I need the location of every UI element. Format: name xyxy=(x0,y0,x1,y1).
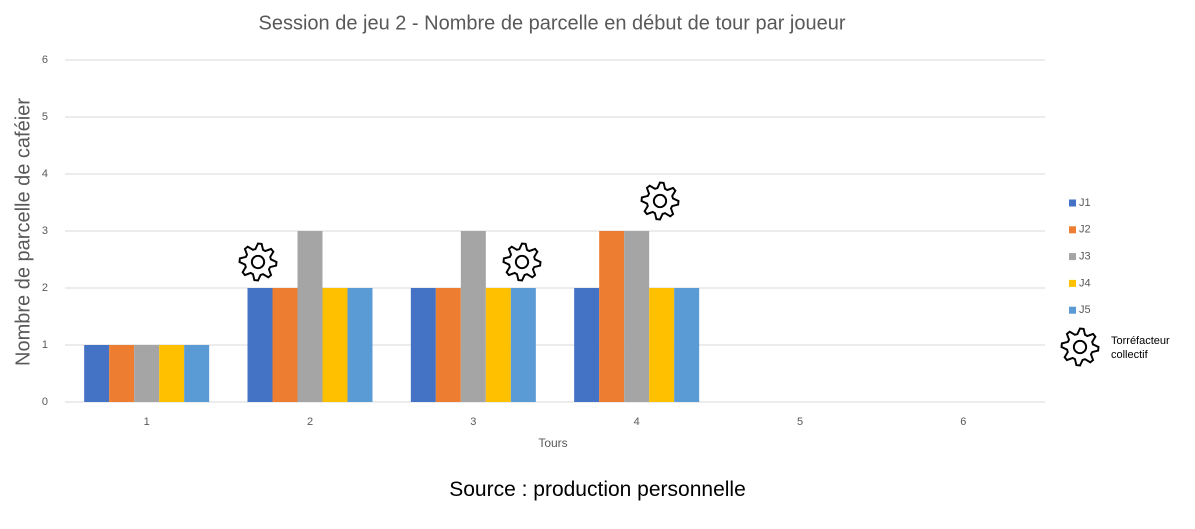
gear-icon xyxy=(640,181,680,221)
y-tick-label: 6 xyxy=(42,54,48,66)
legend-label: J3 xyxy=(1079,251,1091,263)
bar xyxy=(485,288,511,402)
legend-label: J1 xyxy=(1079,197,1091,209)
bar xyxy=(109,345,135,402)
legend-label: J2 xyxy=(1079,224,1091,236)
y-tick-label: 4 xyxy=(42,168,48,180)
bar xyxy=(510,288,536,402)
legend-label: J5 xyxy=(1079,304,1091,316)
y-tick-label: 2 xyxy=(42,282,48,294)
bar xyxy=(347,288,373,402)
gear-icon xyxy=(502,242,542,282)
bar xyxy=(159,345,185,402)
bar xyxy=(460,231,486,402)
x-tick-label: 4 xyxy=(634,416,640,428)
bar xyxy=(574,288,600,402)
legend-swatch xyxy=(1069,226,1076,234)
bar xyxy=(272,288,298,402)
x-tick-label: 3 xyxy=(470,416,476,428)
x-tick-label: 1 xyxy=(144,416,150,428)
gear-icon xyxy=(238,242,278,282)
legend-swatch xyxy=(1069,253,1076,261)
legend-annotation: Torréfacteur collectif xyxy=(1111,335,1170,361)
legend-swatch xyxy=(1069,306,1076,314)
bar xyxy=(410,288,436,402)
chart-title: Session de jeu 2 - Nombre de parcelle en… xyxy=(258,12,845,34)
bar xyxy=(624,231,650,402)
bar xyxy=(599,231,625,402)
bar xyxy=(649,288,675,402)
y-axis-title: Nombre de parcelle de caféier xyxy=(12,98,34,366)
bar xyxy=(247,288,273,402)
gear-icon xyxy=(1060,327,1100,367)
bar xyxy=(435,288,461,402)
legend-swatch xyxy=(1069,199,1076,207)
x-tick-label: 5 xyxy=(797,416,803,428)
bar xyxy=(134,345,160,402)
y-tick-label: 1 xyxy=(42,339,48,351)
bar xyxy=(297,231,323,402)
bar xyxy=(184,345,210,402)
bar xyxy=(84,345,110,402)
chart: Session de jeu 2 - Nombre de parcelle en… xyxy=(12,12,1100,450)
x-axis-title: Tours xyxy=(538,436,567,450)
legend-swatch xyxy=(1069,279,1076,287)
x-tick-label: 2 xyxy=(307,416,313,428)
x-tick-label: 6 xyxy=(960,416,966,428)
source: Source : production personnelle xyxy=(449,478,746,501)
y-tick-label: 0 xyxy=(42,396,48,408)
bar xyxy=(674,288,700,402)
legend-label: J4 xyxy=(1079,277,1091,289)
y-tick-label: 5 xyxy=(42,111,48,123)
bar xyxy=(322,288,348,402)
y-tick-label: 3 xyxy=(42,225,48,237)
